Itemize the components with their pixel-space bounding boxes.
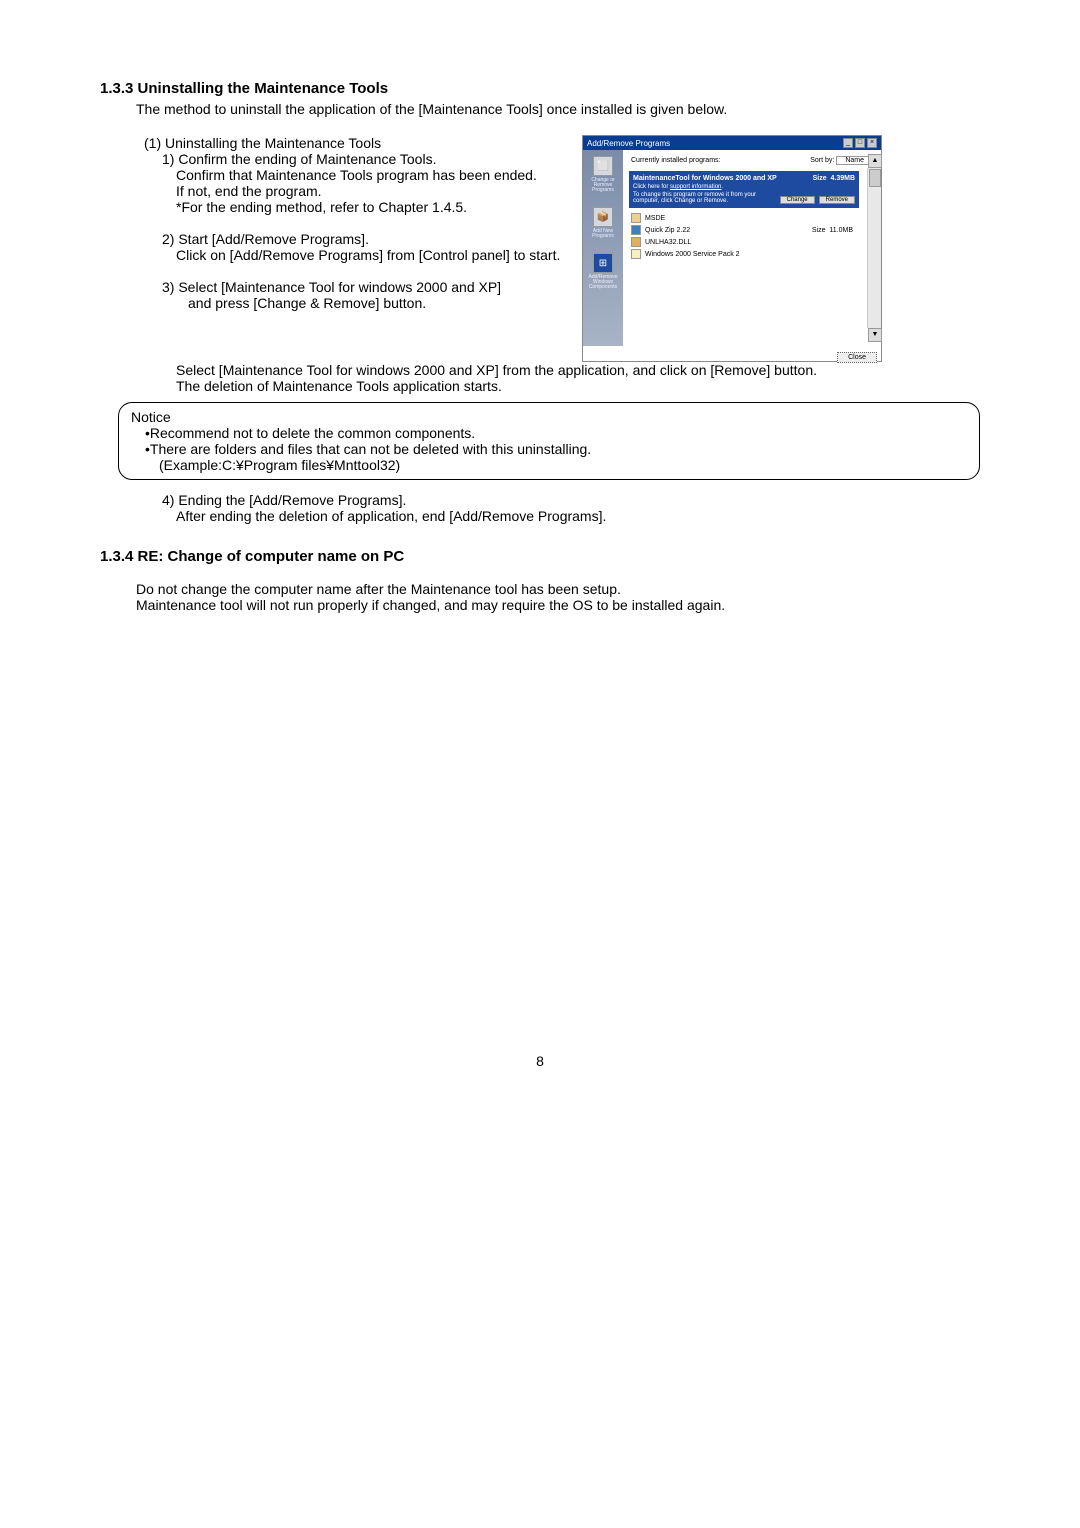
add-remove-programs-window: Add/Remove Programs _ □ × ⬜ Change or Re… [582,135,882,362]
step-1-4-label: 4) Ending the [Add/Remove Programs]. [162,492,980,508]
program-icon [631,225,641,235]
notice-label: Notice [131,409,967,425]
section-2-p1: Do not change the computer name after th… [136,581,980,597]
program-name: Windows 2000 Service Pack 2 [645,251,740,258]
program-icon [631,249,641,259]
program-list-item[interactable]: Windows 2000 Service Pack 2 [627,248,877,260]
scroll-thumb[interactable] [869,169,881,187]
step-1-4-a: After ending the deletion of application… [176,508,980,524]
step-1-2-a: Click on [Add/Remove Programs] from [Con… [176,247,570,263]
section-1-3-4-title: 1.3.4 RE: Change of computer name on PC [100,548,980,565]
section-1-3-3-title: 1.3.3 Uninstalling the Maintenance Tools [100,80,980,97]
scroll-up-arrow[interactable]: ▲ [868,154,882,168]
selected-program-name: MaintenanceTool for Windows 2000 and XP [633,175,777,182]
step-1-1-a: Confirm that Maintenance Tools program h… [176,167,570,183]
scrollbar[interactable]: ▲ ▼ [867,168,881,328]
support-info-link[interactable]: support information [670,184,721,190]
support-desc-prefix: Click here for [633,184,668,190]
minimize-button[interactable]: _ [843,138,853,148]
notice-box: Notice •Recommend not to delete the comm… [118,402,980,480]
step-1-1-c: *For the ending method, refer to Chapter… [176,199,570,215]
page-number: 8 [100,1053,980,1069]
sidebar-item-windows-components[interactable]: ⊞ Add/Remove Windows Components [588,253,618,290]
program-name: UNLHA32.DLL [645,239,691,246]
close-window-button[interactable]: × [867,138,877,148]
window-titlebar: Add/Remove Programs _ □ × [583,136,881,150]
selected-size-label: Size [813,175,827,182]
notice-item-2: •There are folders and files that can no… [145,441,967,457]
step-1-2-label: 2) Start [Add/Remove Programs]. [162,231,570,247]
window-footer: Close [837,354,877,361]
section-intro: The method to uninstall the application … [136,101,980,117]
sidebar-item-change-remove[interactable]: ⬜ Change or Remove Programs [588,156,618,193]
add-new-icon: 📦 [593,207,613,227]
sort-by-label: Sort by: [810,157,834,164]
program-icon [631,237,641,247]
program-list-item[interactable]: MSDE [627,212,877,224]
remove-button[interactable]: Remove [819,196,855,204]
maximize-button[interactable]: □ [855,138,865,148]
change-remove-desc: To change this program or remove it from… [633,192,776,204]
notice-item-2-sub: (Example:C:¥Program files¥Mnttool32) [159,457,967,473]
windows-components-icon: ⊞ [593,253,613,273]
notice-item-1: •Recommend not to delete the common comp… [145,425,967,441]
window-buttons: _ □ × [843,138,877,148]
programs-main-panel: Currently installed programs: Sort by: N… [623,150,881,346]
step-1-1-label: 1) Confirm the ending of Maintenance Too… [162,151,570,167]
program-list-item[interactable]: UNLHA32.DLL [627,236,877,248]
step-1-3-b: Select [Maintenance Tool for windows 200… [176,362,980,378]
program-name: MSDE [645,215,665,222]
right-screenshot-column: Add/Remove Programs _ □ × ⬜ Change or Re… [582,135,980,362]
program-size-label: Size [812,227,826,234]
program-icon [631,213,641,223]
section-2-p2: Maintenance tool will not run properly i… [136,597,980,613]
sidebar-label-3: Add/Remove Windows Components [588,275,618,290]
step-1-3-label: 3) Select [Maintenance Tool for windows … [162,279,570,295]
change-remove-icon: ⬜ [593,156,613,176]
window-title: Add/Remove Programs [587,139,670,148]
program-name: Quick Zip 2.22 [645,227,690,234]
step-1-1-b: If not, end the program. [176,183,570,199]
step-1-label: (1) Uninstalling the Maintenance Tools [144,135,570,151]
selected-program[interactable]: MaintenanceTool for Windows 2000 and XP … [629,171,859,208]
sidebar-label-2: Add New Programs [588,229,618,239]
step-1-3-a: and press [Change & Remove] button. [188,295,570,311]
currently-installed-label: Currently installed programs: [631,157,720,164]
program-size-value: 11.0MB [829,227,853,234]
scroll-down-arrow[interactable]: ▼ [868,328,882,342]
step-1-3-c: The deletion of Maintenance Tools applic… [176,378,980,394]
program-list-item[interactable]: Quick Zip 2.22 Size 11.0MB [627,224,877,236]
sidebar: ⬜ Change or Remove Programs 📦 Add New Pr… [583,150,623,346]
change-button[interactable]: Change [780,196,815,204]
sidebar-label-1: Change or Remove Programs [588,178,618,193]
close-button[interactable]: Close [837,352,877,363]
selected-size-value: 4.39MB [830,175,855,182]
left-text-column: (1) Uninstalling the Maintenance Tools 1… [100,135,570,362]
sidebar-item-add-new[interactable]: 📦 Add New Programs [588,207,618,239]
